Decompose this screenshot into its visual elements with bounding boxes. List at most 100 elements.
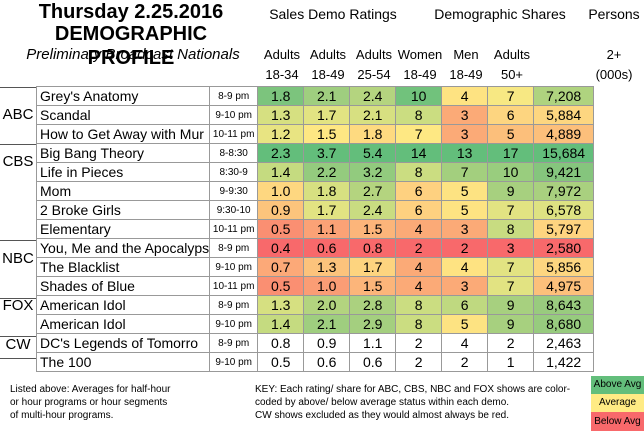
value-cell: 2.4 xyxy=(349,86,397,106)
value-cell: 1.4 xyxy=(257,162,305,182)
value-cell: 7 xyxy=(441,162,489,182)
show-name: Big Bang Theory xyxy=(35,143,211,163)
section-divider xyxy=(0,240,36,241)
table-row: The Blacklist 9-10 pm 0.7 1.3 1.7 4 4 7 5,856 xyxy=(35,257,595,277)
timeslot: 9-10 pm xyxy=(209,314,259,334)
network-label: NBC xyxy=(2,250,34,267)
value-cell: 17 xyxy=(487,143,535,163)
title-date: Thursday 2.25.2016 xyxy=(38,1,224,23)
value-cell: 9 xyxy=(487,295,535,315)
value-cell: 5,884 xyxy=(533,105,595,125)
value-cell: 2 xyxy=(441,238,489,258)
value-cell: 2.2 xyxy=(303,162,351,182)
section-divider xyxy=(0,336,36,337)
column-header-top: Adults xyxy=(493,47,531,62)
column-header-bottom: 50+ xyxy=(500,67,524,82)
value-cell: 5 xyxy=(441,181,489,201)
table-row: Grey's Anatomy 8-9 pm 1.8 2.1 2.4 10 4 7 7,208 xyxy=(35,86,595,106)
show-name: American Idol xyxy=(35,295,211,315)
value-cell: 0.5 xyxy=(257,276,305,296)
timeslot: 8-8:30 xyxy=(209,143,259,163)
value-cell: 2 xyxy=(395,333,443,353)
value-cell: 2,580 xyxy=(533,238,595,258)
value-cell: 1.0 xyxy=(303,276,351,296)
value-cell: 4,975 xyxy=(533,276,595,296)
title-profile: DEMOGRAPHIC PROFILE xyxy=(54,23,208,69)
value-cell: 1,422 xyxy=(533,352,595,372)
value-cell: 2 xyxy=(395,352,443,372)
timeslot: 10-11 pm xyxy=(209,276,259,296)
table-row: The 100 9-10 pm 0.5 0.6 0.6 2 2 1 1,422 xyxy=(35,352,595,372)
legend-below: Below Avg xyxy=(591,412,644,431)
value-cell: 1.7 xyxy=(349,257,397,277)
column-header-bottom: 18-49 xyxy=(449,67,483,82)
value-cell: 14 xyxy=(395,143,443,163)
value-cell: 1.4 xyxy=(257,314,305,334)
value-cell: 15,684 xyxy=(533,143,595,163)
value-cell: 7 xyxy=(395,124,443,144)
value-cell: 4 xyxy=(441,333,489,353)
column-header-bottom: 18-49 xyxy=(403,67,437,82)
show-name: How to Get Away with Mur xyxy=(35,124,211,144)
timeslot: 9:30-10 xyxy=(209,200,259,220)
network-label: ABC xyxy=(2,106,34,123)
value-cell: 5 xyxy=(441,200,489,220)
value-cell: 5.4 xyxy=(349,143,397,163)
timeslot: 9-10 pm xyxy=(209,105,259,125)
value-cell: 6,578 xyxy=(533,200,595,220)
group-header-persons: Persons xyxy=(588,6,640,22)
value-cell: 8 xyxy=(395,314,443,334)
timeslot: 8-9 pm xyxy=(209,295,259,315)
value-cell: 0.5 xyxy=(257,352,305,372)
footer-note: Listed above: Averages for half-hour or … xyxy=(10,383,210,422)
column-header-top: Adults xyxy=(355,47,393,62)
value-cell: 3 xyxy=(487,238,535,258)
table-row: Scandal 9-10 pm 1.3 1.7 2.1 8 3 6 5,884 xyxy=(35,105,595,125)
network-label: CW xyxy=(5,336,31,353)
show-name: The 100 xyxy=(35,352,211,372)
value-cell: 2.4 xyxy=(349,200,397,220)
table-row: How to Get Away with Mur 10-11 pm 1.2 1.5 1.… xyxy=(35,124,595,144)
value-cell: 7 xyxy=(487,257,535,277)
value-cell: 6 xyxy=(395,200,443,220)
value-cell: 1.5 xyxy=(303,124,351,144)
show-name: You, Me and the Apocalyps xyxy=(35,238,211,258)
value-cell: 7,208 xyxy=(533,86,595,106)
value-cell: 1.8 xyxy=(257,86,305,106)
value-cell: 0.8 xyxy=(349,238,397,258)
value-cell: 2.1 xyxy=(349,105,397,125)
value-cell: 1.1 xyxy=(349,333,397,353)
value-cell: 5 xyxy=(441,314,489,334)
footer-note-line: Listed above: Averages for half-hour xyxy=(10,384,171,395)
table-row: American Idol 8-9 pm 1.3 2.0 2.8 8 6 9 8,643 xyxy=(35,295,595,315)
footer-note-line: or hour programs or hour segments xyxy=(10,397,168,408)
show-name: Mom xyxy=(35,181,211,201)
column-header-bottom: 25-54 xyxy=(357,67,391,82)
value-cell: 0.6 xyxy=(349,352,397,372)
value-cell: 4 xyxy=(395,257,443,277)
value-cell: 9 xyxy=(487,314,535,334)
value-cell: 2.0 xyxy=(303,295,351,315)
footer-key-line: CW shows excluded as they would almost a… xyxy=(255,410,510,421)
value-cell: 8,643 xyxy=(533,295,595,315)
value-cell: 3 xyxy=(441,105,489,125)
table-row: Mom 9-9:30 1.0 1.8 2.7 6 5 9 7,972 xyxy=(35,181,595,201)
section-divider xyxy=(0,358,36,359)
value-cell: 0.8 xyxy=(257,333,305,353)
title-subtitle: Preliminary Broadcast Nationals xyxy=(26,46,240,63)
value-cell: 1 xyxy=(487,352,535,372)
value-cell: 1.3 xyxy=(257,295,305,315)
value-cell: 6 xyxy=(487,105,535,125)
timeslot: 8-9 pm xyxy=(209,86,259,106)
value-cell: 2.9 xyxy=(349,314,397,334)
value-cell: 1.2 xyxy=(257,124,305,144)
footer-note-line: of multi-hour programs. xyxy=(10,410,114,421)
column-header-bottom: 18-49 xyxy=(311,67,345,82)
show-name: DC's Legends of Tomorro xyxy=(35,333,211,353)
value-cell: 8 xyxy=(395,162,443,182)
value-cell: 7 xyxy=(487,276,535,296)
group-header-shares: Demographic Shares xyxy=(434,6,566,22)
show-name: The Blacklist xyxy=(35,257,211,277)
value-cell: 10 xyxy=(395,86,443,106)
value-cell: 0.9 xyxy=(303,333,351,353)
